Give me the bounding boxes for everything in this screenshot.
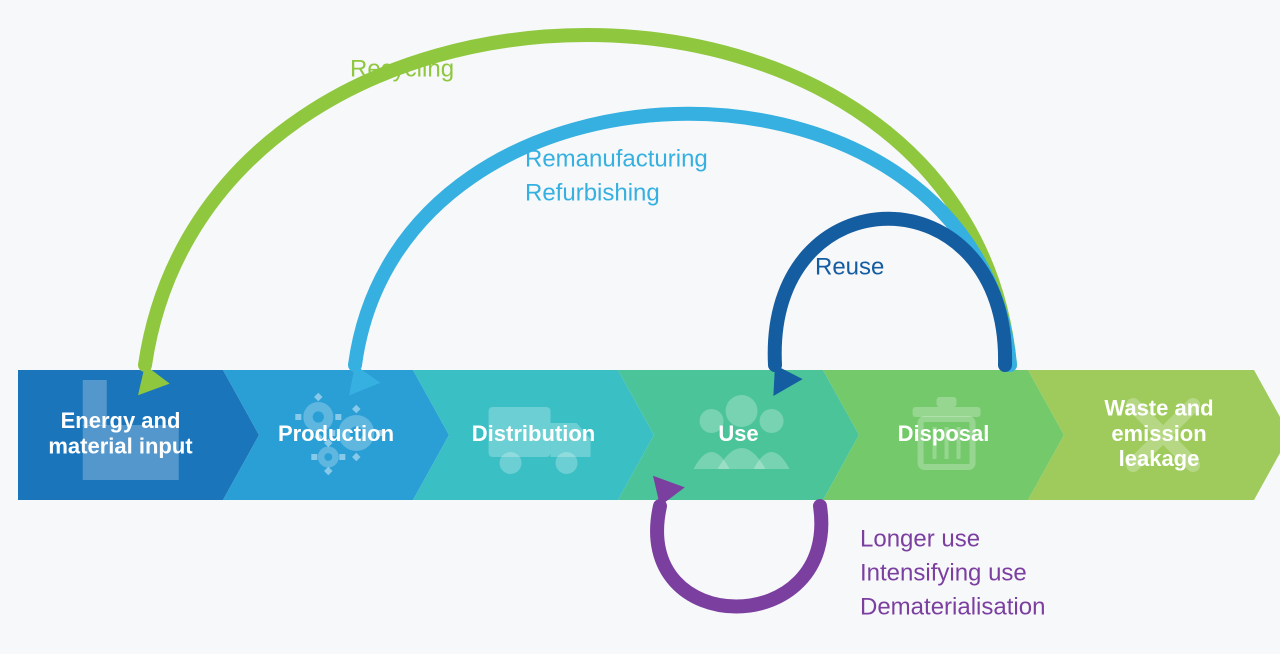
stage-use-label: Use [718, 421, 758, 446]
loop-longer-use-label: Longer use [860, 525, 980, 552]
stage-input: Energy andmaterial input [18, 370, 259, 500]
stage-waste-label: emission [1111, 421, 1206, 446]
loop-longer-use-label: Intensifying use [860, 559, 1027, 586]
stage-disposal-label: Disposal [898, 421, 990, 446]
stage-waste-label: leakage [1119, 446, 1200, 471]
stage-distribution-label: Distribution [472, 421, 595, 446]
stage-waste: Waste andemissionleakage [1028, 370, 1280, 500]
loop-remanufacturing-label: Refurbishing [525, 179, 660, 206]
stage-production-label: Production [278, 421, 394, 446]
loop-recycling-label: Recycling [350, 55, 454, 82]
circular-economy-diagram: Energy andmaterial input Production Distri… [0, 0, 1280, 654]
loop-remanufacturing-label: Remanufacturing [525, 145, 708, 172]
stage-waste-label: Waste and [1104, 396, 1213, 421]
loop-reuse-label: Reuse [815, 253, 884, 280]
stage-disposal: Disposal [823, 370, 1064, 500]
stage-input-label: Energy and [61, 408, 181, 433]
loop-longer-use-label: Dematerialisation [860, 593, 1045, 620]
stage-input-label: material input [48, 433, 193, 458]
stage-distribution: Distribution [413, 370, 654, 500]
